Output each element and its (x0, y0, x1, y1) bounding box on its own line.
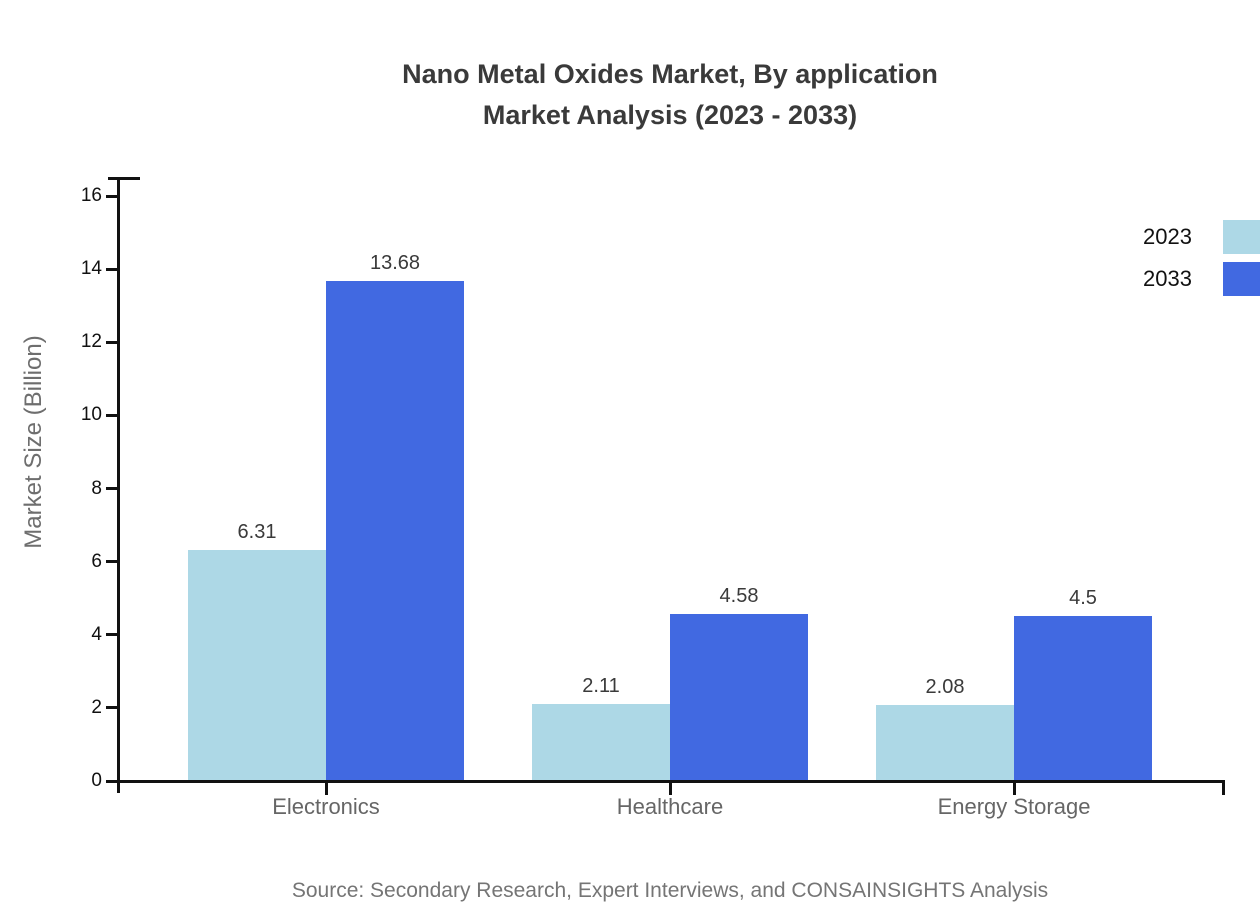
bar-value-label-2023-electronics: 6.31 (237, 521, 277, 543)
y-tick (106, 633, 119, 636)
chart-title: Nano Metal Oxides Market, By application… (0, 54, 1260, 136)
legend-label-2023: 2023 (1143, 224, 1192, 249)
y-tick (106, 780, 119, 783)
x-category-label: Energy Storage (937, 794, 1091, 819)
y-tick-label: 10 (80, 404, 102, 425)
x-tick (325, 783, 328, 795)
source-note: Source: Secondary Research, Expert Inter… (291, 879, 1049, 902)
bar-value-label-2033-electronics: 13.68 (369, 252, 421, 274)
x-tick (1013, 783, 1016, 795)
bar-2033-electronics (326, 281, 464, 780)
bar-2023-energy-storage (876, 705, 1014, 780)
bar-2023-electronics (188, 550, 326, 780)
x-tick (669, 783, 672, 795)
x-axis-spine (106, 780, 1225, 783)
x-axis-end-tick (1222, 780, 1225, 795)
legend-swatch-2023 (1223, 220, 1260, 254)
legend-label-2033: 2033 (1143, 266, 1192, 291)
bar-value-label-2033-healthcare: 4.58 (719, 585, 759, 607)
y-tick (106, 195, 119, 198)
y-tick-label: 0 (91, 770, 102, 791)
chart-title-line1: Nano Metal Oxides Market, By application (402, 59, 938, 89)
y-tick-label: 4 (91, 624, 102, 645)
y-tick (106, 487, 119, 490)
y-tick-label: 6 (91, 551, 102, 572)
y-tick-label: 16 (80, 185, 102, 206)
y-tick-label: 2 (91, 697, 102, 718)
y-tick-label: 12 (80, 331, 102, 352)
x-category-label: Healthcare (616, 794, 724, 819)
legend-item-2033: 2033 (1143, 262, 1260, 296)
x-category-label: Electronics (272, 794, 380, 819)
bar-value-label-2033-energy-storage: 4.5 (1069, 587, 1097, 609)
y-tick (106, 414, 119, 417)
y-tick (106, 706, 119, 709)
y-tick (106, 268, 119, 271)
y-tick (106, 560, 119, 563)
bar-2033-energy-storage (1014, 616, 1152, 780)
bar-2023-healthcare (532, 704, 670, 780)
y-axis-top-cap (108, 177, 140, 180)
y-tick (106, 341, 119, 344)
chart-title-line2: Market Analysis (2023 - 2033) (482, 100, 858, 130)
y-axis-spine (117, 178, 120, 793)
y-tick-label: 8 (91, 478, 102, 499)
bar-value-label-2023-energy-storage: 2.08 (925, 676, 965, 698)
bar-2033-healthcare (670, 614, 808, 780)
bar-value-label-2023-healthcare: 2.11 (582, 675, 620, 697)
legend-swatch-2033 (1223, 262, 1260, 296)
legend-item-2023: 2023 (1143, 220, 1260, 254)
y-tick-label: 14 (80, 258, 102, 279)
